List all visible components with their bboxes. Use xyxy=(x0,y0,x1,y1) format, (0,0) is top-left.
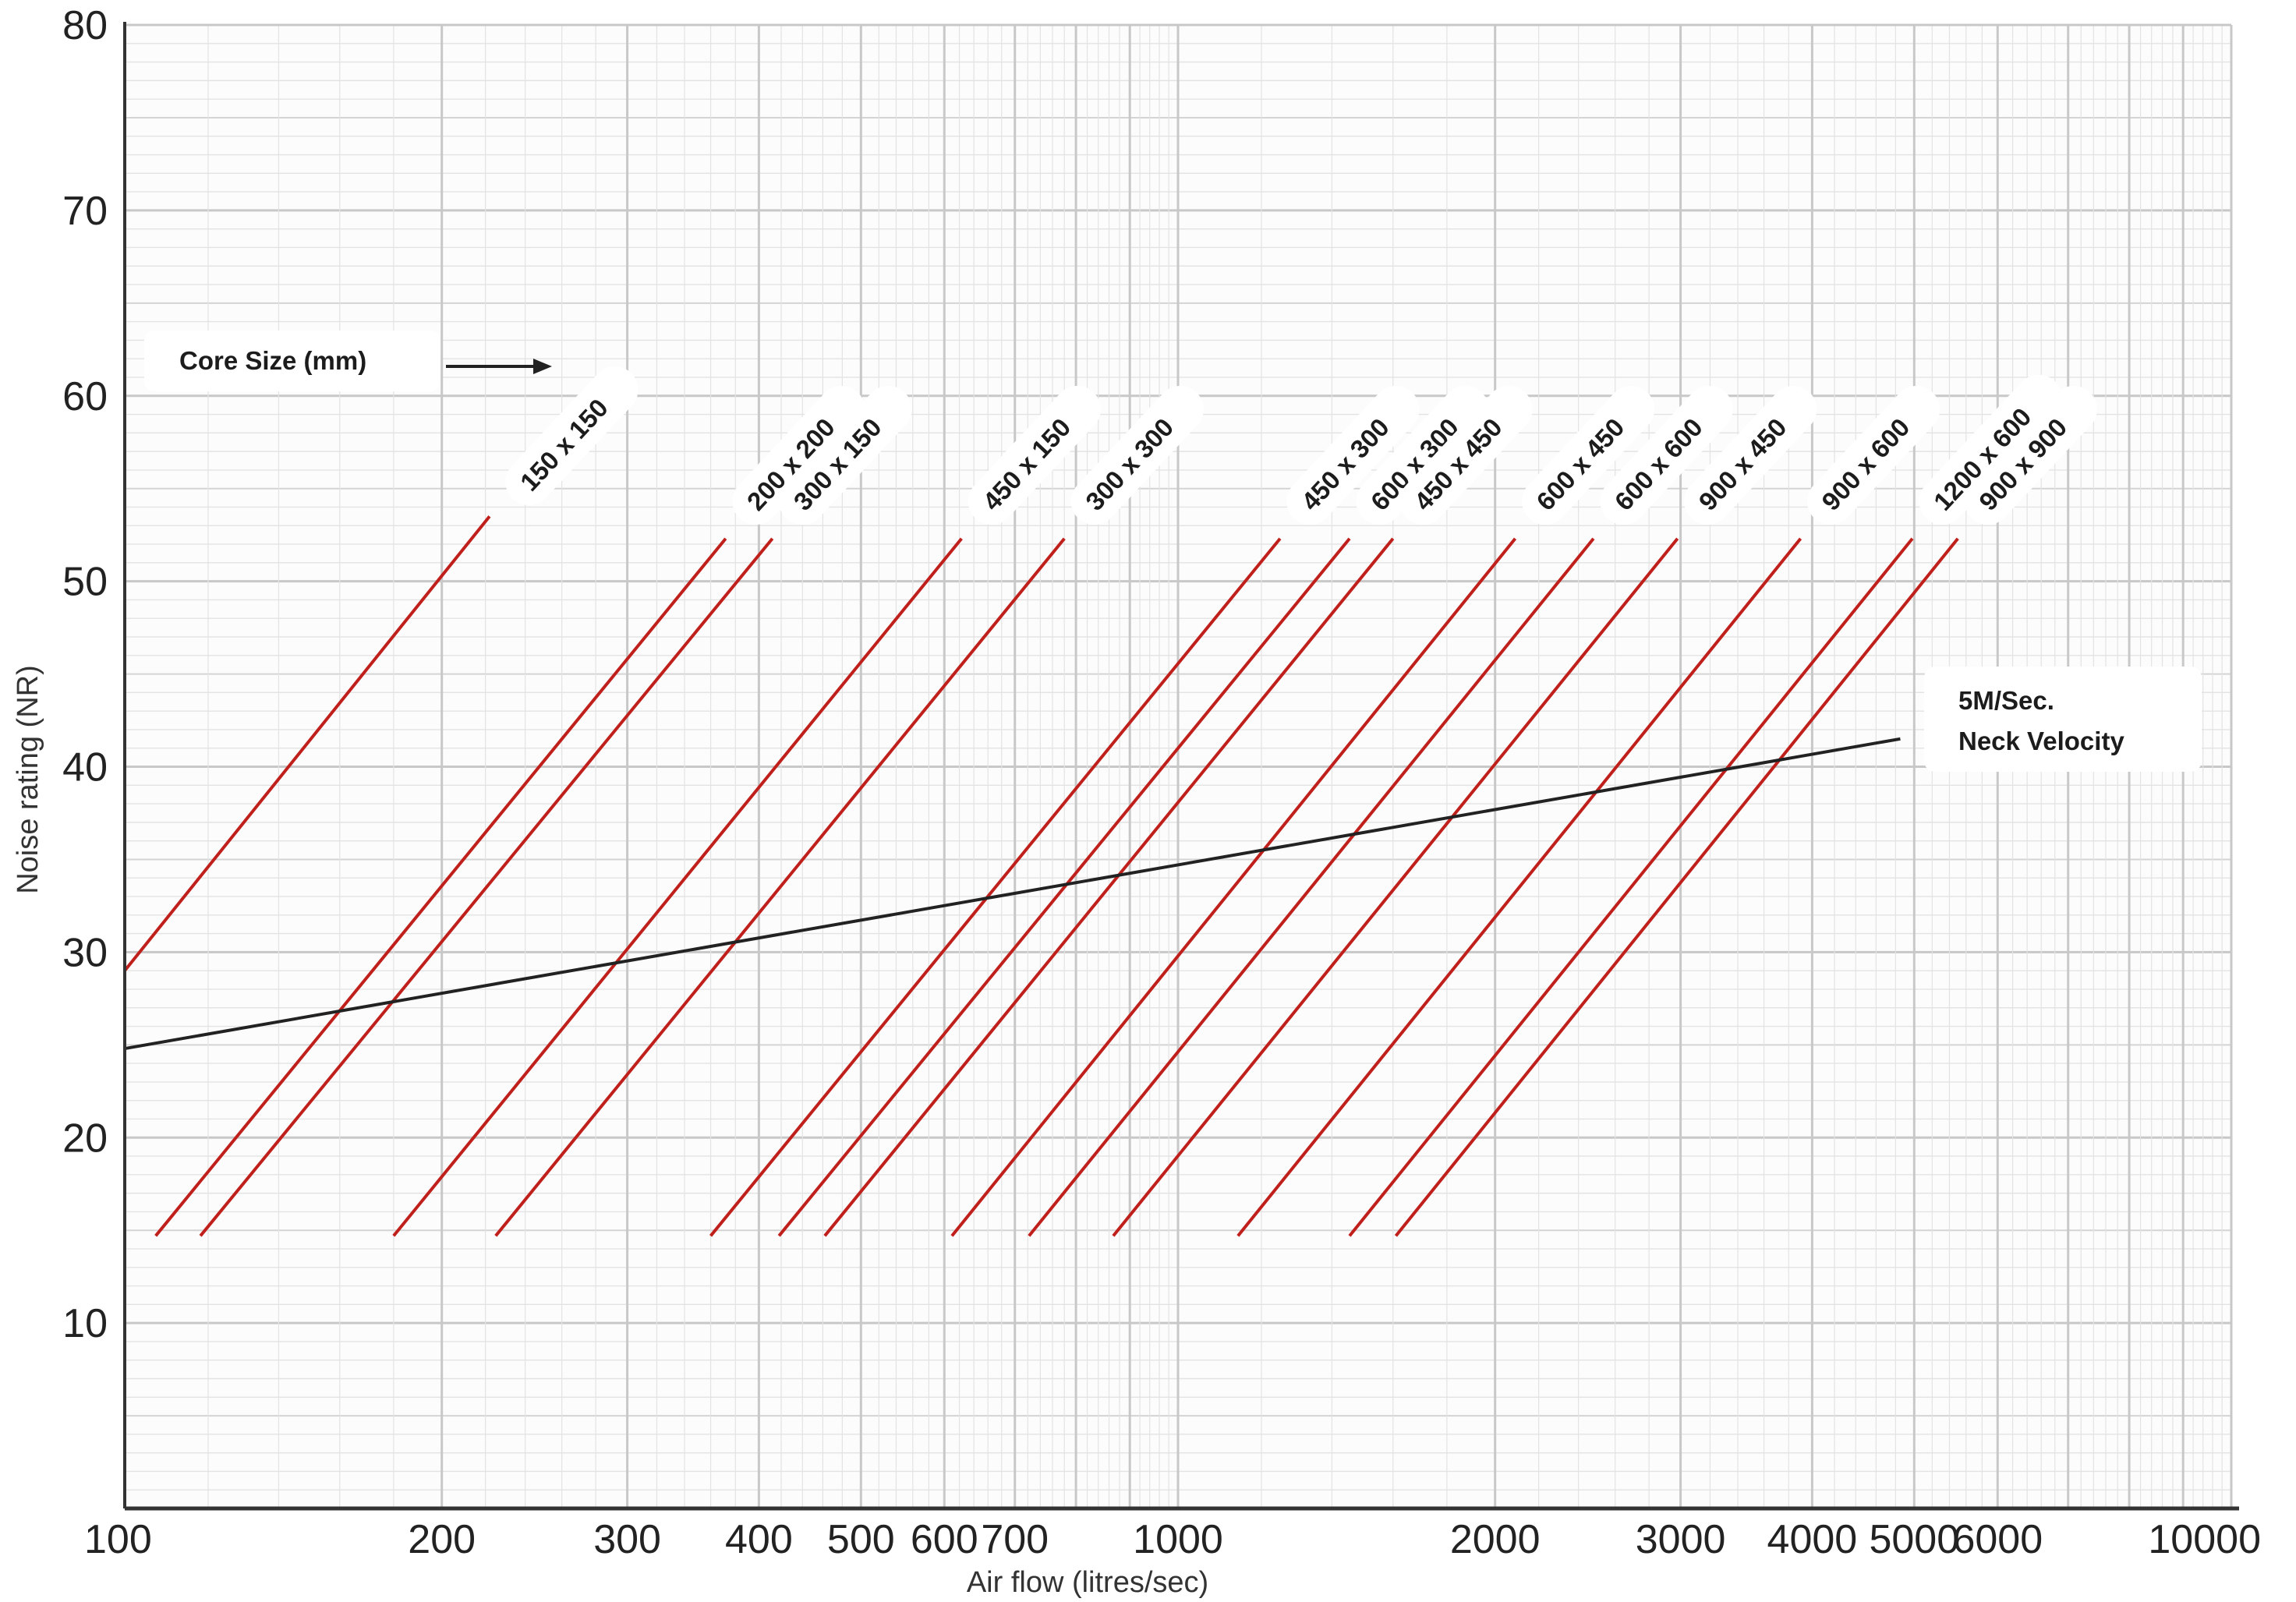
core-size-label-bg xyxy=(1919,374,2062,525)
core-size-line xyxy=(1028,537,1595,1237)
core-size-line xyxy=(1394,537,1959,1237)
neck-velocity-label-group: 5M/Sec. Neck Velocity xyxy=(1924,667,2202,772)
x-tick-label: 100 xyxy=(84,1517,152,1562)
y-tick-label: 60 xyxy=(62,374,108,419)
neck-velocity-line-group xyxy=(124,737,1901,1051)
x-tick-label: 6000 xyxy=(1952,1517,2043,1562)
core-size-line xyxy=(154,537,727,1237)
y-axis-title: Noise rating (NR) xyxy=(12,665,44,894)
chart-grid xyxy=(125,23,2233,1508)
x-tick-label: 3000 xyxy=(1636,1517,1726,1562)
core-size-title-group: Core Size (mm) xyxy=(144,331,552,391)
core-size-label-bg xyxy=(1964,385,2097,525)
x-tick-label: 700 xyxy=(981,1517,1049,1562)
core-size-label-bg xyxy=(1356,385,1489,525)
core-size-label-bg xyxy=(1286,385,1420,525)
core-size-label-bg xyxy=(1070,385,1204,525)
y-tick-label: 20 xyxy=(62,1116,108,1161)
x-tick-label: 500 xyxy=(827,1517,895,1562)
y-tick-label: 80 xyxy=(62,3,108,48)
x-tick-label: 300 xyxy=(593,1517,661,1562)
x-tick-label: 200 xyxy=(408,1517,476,1562)
neck-velocity-label-bg xyxy=(1924,667,2202,772)
neck-velocity-label-line1: 5M/Sec. xyxy=(1958,686,2054,715)
core-size-line xyxy=(709,537,1282,1237)
core-size-lines xyxy=(123,515,1959,1237)
core-size-line xyxy=(823,537,1395,1237)
core-size-line xyxy=(1348,537,1914,1237)
y-tick-label: 50 xyxy=(62,560,108,605)
core-size-label-bg xyxy=(1684,385,1817,525)
y-tick-label: 40 xyxy=(62,745,108,790)
core-size-label-bg xyxy=(1521,385,1655,525)
core-size-title: Core Size (mm) xyxy=(179,346,366,375)
chart-axes xyxy=(123,22,2239,1511)
core-size-title-bg xyxy=(144,331,440,391)
x-tick-label: 5000 xyxy=(1869,1517,1959,1562)
core-size-label-bg xyxy=(732,385,865,525)
x-tick-label: 2000 xyxy=(1450,1517,1541,1562)
tick-labels: 10 20 30 40 50 60 70 80 100 200 300 400 500 600 700 100… xyxy=(62,3,2261,1562)
x-tick-label: 400 xyxy=(725,1517,793,1562)
core-size-line xyxy=(123,515,491,972)
arrow-right-icon xyxy=(533,359,552,374)
core-size-line xyxy=(777,537,1351,1237)
core-size-label-bg xyxy=(1600,385,1733,525)
core-size-label-bg xyxy=(1806,385,1940,525)
core-size-label-bg xyxy=(505,366,639,506)
y-tick-label: 70 xyxy=(62,189,108,234)
core-size-line xyxy=(1112,537,1679,1237)
x-tick-label: 1000 xyxy=(1133,1517,1223,1562)
core-size-line xyxy=(1236,537,1802,1237)
y-tick-label: 10 xyxy=(62,1301,108,1346)
x-tick-label: 600 xyxy=(911,1517,978,1562)
core-size-line xyxy=(392,537,963,1237)
x-tick-label: 4000 xyxy=(1767,1517,1858,1562)
core-size-line xyxy=(494,537,1066,1237)
core-size-label-bg xyxy=(1399,385,1533,525)
core-size-label-bg xyxy=(968,385,1101,525)
x-axis-title: Air flow (litres/sec) xyxy=(967,1566,1208,1599)
y-tick-label: 30 xyxy=(62,930,108,975)
neck-velocity-line xyxy=(124,737,1901,1051)
x-tick-label: 10000 xyxy=(2148,1517,2261,1562)
core-size-label-bg xyxy=(779,385,912,525)
core-size-line xyxy=(199,537,774,1237)
core-size-line xyxy=(950,537,1517,1237)
neck-velocity-label-line2: Neck Velocity xyxy=(1958,727,2124,755)
